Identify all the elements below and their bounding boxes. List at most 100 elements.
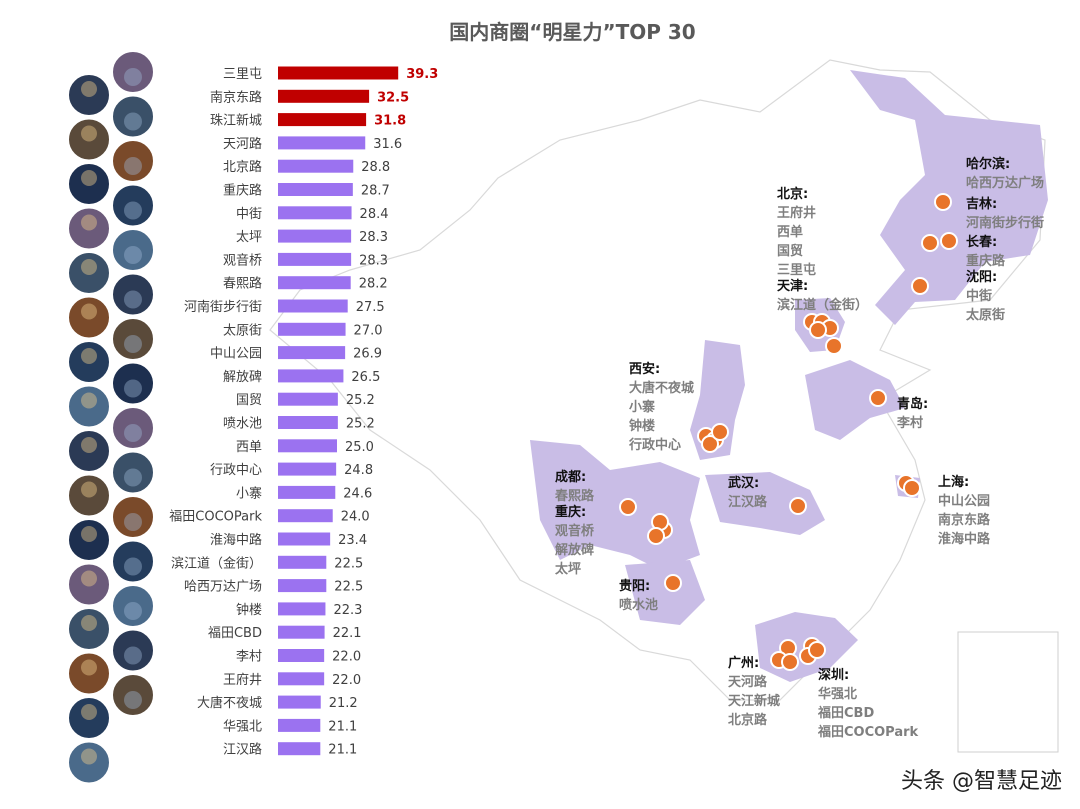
district-label: 太原街	[965, 307, 1005, 323]
value-label: 28.2	[359, 277, 388, 292]
photo-light	[124, 335, 142, 353]
city-label: 西安:	[629, 361, 660, 377]
district-label: 江汉路	[728, 494, 768, 510]
category-label: 王府井	[223, 673, 262, 688]
photo-light	[81, 214, 97, 231]
bar	[278, 695, 321, 709]
category-label: 中街	[236, 207, 262, 222]
bar	[278, 113, 367, 127]
photo-thumbnail	[111, 139, 155, 183]
photo-light	[124, 424, 142, 442]
district-label: 中街	[966, 288, 992, 304]
district-label: 春熙路	[554, 488, 595, 504]
value-label: 22.0	[332, 650, 361, 665]
category-label: 哈西万达广场	[184, 580, 262, 595]
photo-light	[124, 379, 142, 398]
district-label: 解放碑	[554, 542, 594, 558]
district-label: 天河路	[728, 674, 768, 690]
photo-light	[81, 125, 97, 142]
value-label: 31.6	[373, 137, 402, 152]
bar	[278, 532, 331, 546]
city-label: 贵阳:	[619, 578, 650, 594]
bar	[278, 555, 327, 569]
category-label: 大唐不夜城	[197, 695, 262, 711]
location-marker	[911, 277, 929, 295]
district-label: 西单	[777, 224, 803, 240]
bar	[278, 509, 333, 523]
category-label: 国贸	[236, 393, 262, 408]
photo-thumbnail	[111, 361, 155, 406]
district-label: 李村	[896, 415, 923, 431]
location-marker	[789, 497, 807, 515]
photo-light	[124, 513, 142, 531]
photo-light	[81, 348, 97, 364]
photo-light	[81, 259, 97, 275]
category-label: 淮海中路	[210, 532, 262, 548]
location-marker	[647, 527, 665, 545]
photo-thumbnail	[67, 651, 111, 696]
category-label: 观音桥	[223, 252, 262, 268]
category-label: 重庆路	[223, 183, 262, 199]
value-label: 24.8	[344, 463, 373, 478]
value-label: 25.2	[346, 417, 375, 432]
district-label: 河南街步行街	[966, 215, 1044, 231]
value-label: 21.1	[328, 743, 357, 758]
bar	[278, 322, 346, 336]
category-label: 中山公园	[210, 347, 262, 362]
category-label: 春熙路	[223, 276, 262, 292]
china-outline	[269, 59, 1046, 701]
photo-light	[81, 570, 97, 587]
value-label: 22.5	[334, 556, 363, 571]
photo-thumbnail	[67, 162, 111, 206]
bar	[278, 392, 338, 406]
district-label: 国贸	[777, 243, 803, 259]
location-marker	[809, 321, 827, 339]
city-label: 青岛:	[897, 396, 928, 412]
location-marker	[808, 641, 826, 659]
bar	[278, 439, 337, 453]
district-label: 福田COCOPark	[817, 724, 919, 740]
photo-thumbnail	[67, 562, 111, 607]
city-label: 哈尔滨:	[966, 156, 1010, 172]
district-label: 钟楼	[629, 418, 655, 434]
city-label: 武汉:	[728, 475, 759, 491]
value-label: 26.5	[351, 370, 380, 385]
photo-thumbnail	[67, 295, 111, 340]
category-label: 华强北	[223, 719, 262, 734]
location-marker	[903, 479, 921, 497]
district-label: 重庆路	[966, 253, 1006, 269]
district-label: 行政中心	[628, 437, 681, 453]
location-marker	[869, 389, 887, 407]
bar	[278, 299, 348, 313]
category-label: 南京东路	[210, 89, 262, 105]
bar	[278, 89, 370, 103]
bar	[278, 416, 338, 429]
photo-thumbnail	[67, 206, 111, 251]
bar	[278, 66, 399, 80]
bar	[278, 346, 346, 360]
photo-light	[81, 437, 97, 453]
south-sea-inset	[957, 631, 1059, 753]
district-label: 天江新城	[728, 693, 780, 709]
district-label: 小寨	[629, 399, 655, 415]
category-label: 三里屯	[223, 67, 262, 82]
value-label: 32.5	[377, 90, 409, 105]
value-label: 22.1	[333, 626, 362, 641]
photo-light	[124, 112, 142, 131]
photo-thumbnail	[111, 228, 155, 272]
district-label: 大唐不夜城	[629, 380, 694, 396]
value-label: 28.3	[359, 253, 388, 268]
photo-thumbnail	[111, 183, 155, 228]
district-label: 三里屯	[777, 262, 816, 278]
photo-light	[81, 615, 97, 631]
bar	[278, 672, 325, 686]
photo-light	[81, 659, 97, 676]
photo-light	[81, 392, 97, 409]
photo-thumbnail	[67, 340, 111, 384]
value-label: 28.7	[361, 184, 390, 199]
bar	[278, 485, 336, 499]
value-label: 27.0	[354, 323, 383, 338]
region-shandong	[805, 360, 905, 440]
location-marker	[781, 653, 799, 671]
photo-light	[124, 557, 142, 576]
